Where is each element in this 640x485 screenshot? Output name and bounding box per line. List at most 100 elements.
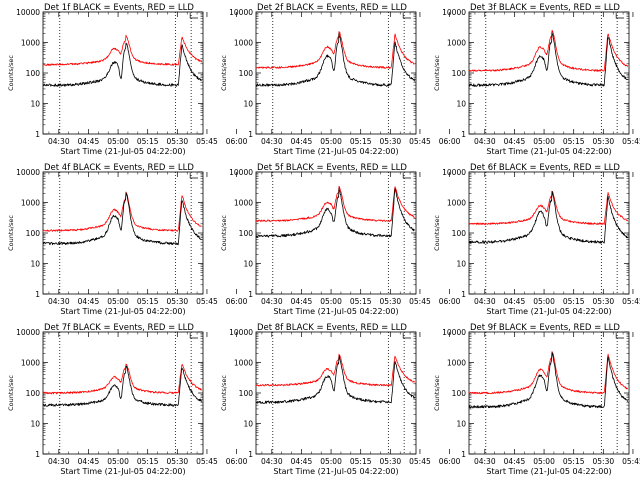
x-tick-label: 05:45 — [409, 297, 431, 306]
y-tick-label: 10000 — [229, 8, 253, 17]
x-tick-label: 05:00 — [107, 457, 129, 466]
x-tick-label: 06:00 — [226, 137, 248, 146]
x-tick-label: 05:00 — [320, 457, 342, 466]
series-lld-line — [468, 30, 628, 72]
series-lld-line — [255, 353, 415, 387]
x-axis-label: Start Time (21-Jul-05 04:22:00) — [486, 147, 611, 156]
x-tick-label: 05:30 — [380, 457, 402, 466]
y-tick-label: 1000 — [21, 359, 40, 368]
interval-bracket — [402, 173, 412, 179]
panel-title: Det 2f BLACK = Events, RED = LLD — [257, 3, 407, 13]
series-events-line — [255, 188, 415, 238]
x-tick-label: 05:15 — [563, 137, 585, 146]
x-tick-label: 06:00 — [439, 457, 461, 466]
y-tick-label: 10000 — [442, 328, 466, 337]
y-tick-label: 1 — [248, 290, 253, 299]
x-axis-label: Start Time (21-Jul-05 04:22:00) — [60, 147, 185, 156]
x-tick-label: 05:30 — [593, 297, 615, 306]
x-tick-label: 04:45 — [291, 297, 313, 306]
panel-title: Det 6f BLACK = Events, RED = LLD — [470, 163, 620, 173]
x-tick-label: 05:45 — [196, 457, 218, 466]
x-tick-label: 05:00 — [533, 137, 555, 146]
x-tick-label: 04:30 — [48, 297, 70, 306]
x-axis-label: Start Time (21-Jul-05 04:22:00) — [273, 147, 398, 156]
x-axis-label: Start Time (21-Jul-05 04:22:00) — [273, 467, 398, 476]
y-tick-label: 100 — [452, 389, 467, 398]
panel-det-8: Det 8f BLACK = Events, RED = LLD 1 10 100 10… — [220, 323, 461, 476]
x-tick-label: 04:45 — [504, 297, 526, 306]
y-tick-label: 100 — [26, 229, 41, 238]
y-tick-label: 10 — [243, 420, 253, 429]
x-tick-label: 05:15 — [350, 137, 372, 146]
x-tick-label: 04:45 — [504, 137, 526, 146]
x-axis-label: Start Time (21-Jul-05 04:22:00) — [60, 307, 185, 316]
y-tick-label: 1000 — [447, 39, 466, 48]
y-tick-label: 100 — [239, 69, 254, 78]
x-tick-label: 04:30 — [261, 297, 283, 306]
panel-title: Det 4f BLACK = Events, RED = LLD — [44, 163, 194, 173]
series-lld-line — [42, 34, 202, 66]
y-tick-label: 100 — [239, 389, 254, 398]
y-tick-label: 100 — [26, 389, 41, 398]
y-tick-label: 100 — [452, 69, 467, 78]
y-tick-label: 1000 — [447, 199, 466, 208]
x-tick-label: 05:15 — [350, 297, 372, 306]
panel-title: Det 8f BLACK = Events, RED = LLD — [257, 323, 407, 333]
y-tick-label: 10 — [30, 260, 40, 269]
y-tick-label: 10 — [243, 260, 253, 269]
x-tick-label: 05:30 — [593, 457, 615, 466]
x-tick-label: 05:30 — [380, 137, 402, 146]
y-axis-label: Counts/sec — [7, 215, 15, 251]
y-axis-label: Counts/sec — [220, 375, 228, 411]
x-tick-label: 05:45 — [409, 457, 431, 466]
panel-title: Det 7f BLACK = Events, RED = LLD — [44, 323, 194, 333]
x-tick-label: 05:45 — [622, 297, 640, 306]
y-tick-label: 1 — [461, 290, 466, 299]
series-events-line — [255, 32, 415, 87]
y-tick-label: 1000 — [447, 359, 466, 368]
x-tick-label: 05:45 — [196, 137, 218, 146]
x-tick-label: 05:15 — [563, 297, 585, 306]
y-tick-label: 1 — [35, 130, 40, 139]
x-tick-label: 05:00 — [533, 457, 555, 466]
x-tick-label: 06:00 — [226, 457, 248, 466]
x-tick-label: 04:45 — [291, 457, 313, 466]
y-tick-label: 100 — [26, 69, 41, 78]
interval-bracket — [615, 173, 625, 179]
x-axis-label: Start Time (21-Jul-05 04:22:00) — [273, 307, 398, 316]
x-axis-label: Start Time (21-Jul-05 04:22:00) — [486, 307, 611, 316]
panel-det-4: Det 4f BLACK = Events, RED = LLD 1 10 100 10… — [7, 163, 248, 316]
x-tick-label: 04:30 — [474, 457, 496, 466]
y-tick-label: 10 — [456, 420, 466, 429]
x-tick-label: 05:30 — [167, 457, 189, 466]
panel-det-3: Det 3f BLACK = Events, RED = LLD 1 10 100 10… — [433, 3, 640, 156]
x-tick-label: 04:30 — [48, 137, 70, 146]
y-tick-label: 10 — [456, 260, 466, 269]
x-tick-label: 05:15 — [137, 297, 159, 306]
x-axis-label: Start Time (21-Jul-05 04:22:00) — [60, 467, 185, 476]
series-events-line — [468, 190, 628, 244]
panel-title: Det 9f BLACK = Events, RED = LLD — [470, 323, 620, 333]
x-tick-label: 05:30 — [593, 137, 615, 146]
interval-bracket — [615, 333, 625, 339]
interval-bracket — [189, 173, 199, 179]
plot-frame — [255, 171, 417, 295]
series-lld-line — [42, 191, 202, 232]
x-tick-label: 04:45 — [504, 457, 526, 466]
series-events-line — [255, 355, 415, 404]
x-tick-label: 05:45 — [196, 297, 218, 306]
x-tick-label: 05:45 — [622, 137, 640, 146]
y-tick-label: 10000 — [16, 328, 40, 337]
panel-det-7: Det 7f BLACK = Events, RED = LLD 1 10 100 10… — [7, 323, 248, 476]
x-tick-label: 05:30 — [167, 297, 189, 306]
panel-title: Det 3f BLACK = Events, RED = LLD — [470, 3, 620, 13]
x-tick-label: 05:15 — [137, 137, 159, 146]
y-tick-label: 10 — [243, 100, 253, 109]
interval-bracket — [402, 13, 412, 19]
y-tick-label: 1000 — [21, 199, 40, 208]
series-lld-line — [255, 185, 415, 223]
panel-det-1: Det 1f BLACK = Events, RED = LLD 1 10 100 10… — [7, 3, 248, 156]
y-tick-label: 100 — [239, 229, 254, 238]
x-tick-label: 05:45 — [622, 457, 640, 466]
